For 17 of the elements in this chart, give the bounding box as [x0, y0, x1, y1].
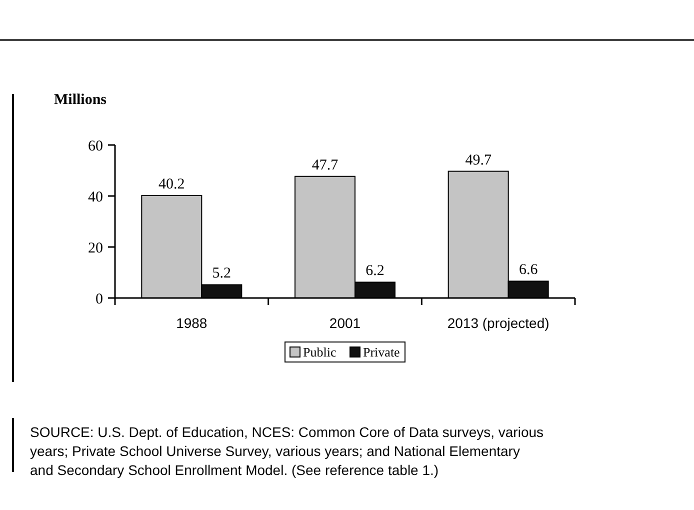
y-tick-label: 20 [88, 240, 103, 256]
y-tick-label: 0 [96, 291, 103, 308]
x-tick-label: 1988 [176, 315, 208, 331]
y-axis-title: Millions [54, 92, 107, 108]
x-tick-label: 2001 [329, 315, 361, 331]
data-label: 49.7 [465, 152, 492, 168]
data-label: 6.2 [366, 263, 384, 280]
legend-label: Private [363, 344, 400, 360]
legend-label: Public [303, 344, 336, 360]
y-tick-label: 60 [88, 138, 103, 154]
data-label: 47.7 [312, 157, 339, 174]
data-label: 6.6 [518, 262, 538, 278]
y-tick-label: 40 [88, 189, 103, 206]
x-tick-label: 2013 (projected) [447, 315, 550, 331]
data-label: 5.2 [212, 266, 232, 282]
source-note: SOURCE: U.S. Dept. of Education, NCES: Common Core of Data surveys, various years; Private School Universe Survey, various years; and National Elementary and Secondary School Enrollment Model. (See reference table 1.) [30, 424, 544, 478]
data-label: 40.2 [158, 176, 185, 192]
